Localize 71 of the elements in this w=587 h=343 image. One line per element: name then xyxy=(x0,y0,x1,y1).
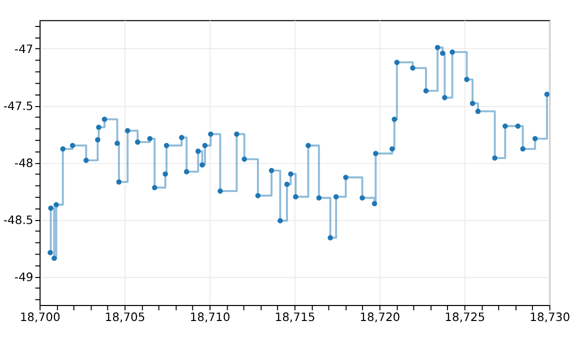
point xyxy=(434,44,440,50)
point xyxy=(360,195,365,201)
point xyxy=(343,174,348,180)
x-tick-label: 18,715 xyxy=(274,310,316,324)
x-tick-label: 18,710 xyxy=(190,310,230,324)
x-tick-label: 18,725 xyxy=(444,310,486,324)
point xyxy=(184,169,190,174)
point xyxy=(333,194,339,200)
point xyxy=(255,192,261,198)
point xyxy=(116,179,122,185)
point xyxy=(234,131,240,137)
point xyxy=(464,76,470,82)
y-tick-label: -47.5 xyxy=(3,98,34,113)
point xyxy=(328,235,333,240)
point xyxy=(440,50,446,56)
point xyxy=(48,250,53,256)
point xyxy=(178,134,184,140)
point xyxy=(162,171,168,177)
point xyxy=(164,142,170,148)
point xyxy=(202,142,208,148)
x-tick-label: 18,700 xyxy=(20,310,60,324)
point xyxy=(218,188,223,194)
point xyxy=(288,171,294,177)
point xyxy=(242,156,247,162)
y-tick-label: -48 xyxy=(14,156,34,170)
point xyxy=(293,194,298,200)
x-tick-label: 18,720 xyxy=(360,310,400,324)
point xyxy=(450,49,455,55)
x-tick-label: 18,705 xyxy=(104,310,146,324)
point xyxy=(423,88,429,94)
point xyxy=(373,150,378,156)
point xyxy=(316,195,322,201)
point xyxy=(102,116,108,122)
point xyxy=(147,136,153,142)
point xyxy=(475,108,481,114)
point xyxy=(70,142,76,148)
point xyxy=(442,95,448,100)
point xyxy=(372,200,378,206)
point xyxy=(284,182,290,187)
point xyxy=(390,146,395,152)
point xyxy=(152,185,158,190)
point xyxy=(306,142,311,148)
point xyxy=(195,148,201,154)
point xyxy=(394,60,400,65)
point xyxy=(515,123,521,129)
point xyxy=(134,139,140,145)
point xyxy=(278,218,283,224)
point xyxy=(52,256,57,261)
point xyxy=(520,146,526,152)
point xyxy=(268,168,274,174)
point xyxy=(84,158,89,163)
point xyxy=(48,206,54,211)
point xyxy=(208,131,214,137)
point xyxy=(410,65,416,71)
point xyxy=(544,92,550,97)
point xyxy=(60,146,66,152)
point xyxy=(492,155,498,161)
point xyxy=(470,100,476,106)
point xyxy=(124,128,130,134)
y-tick-label: -47 xyxy=(14,42,34,56)
point xyxy=(96,124,102,130)
point xyxy=(392,116,398,122)
point xyxy=(502,123,508,129)
y-tick-label: -48.5 xyxy=(3,212,34,227)
point xyxy=(114,140,120,146)
point xyxy=(200,162,205,168)
x-tick-label: 18,730 xyxy=(530,310,570,324)
point xyxy=(54,202,59,208)
point xyxy=(532,136,538,142)
y-tick-label: -49 xyxy=(14,270,34,284)
point xyxy=(95,137,100,142)
